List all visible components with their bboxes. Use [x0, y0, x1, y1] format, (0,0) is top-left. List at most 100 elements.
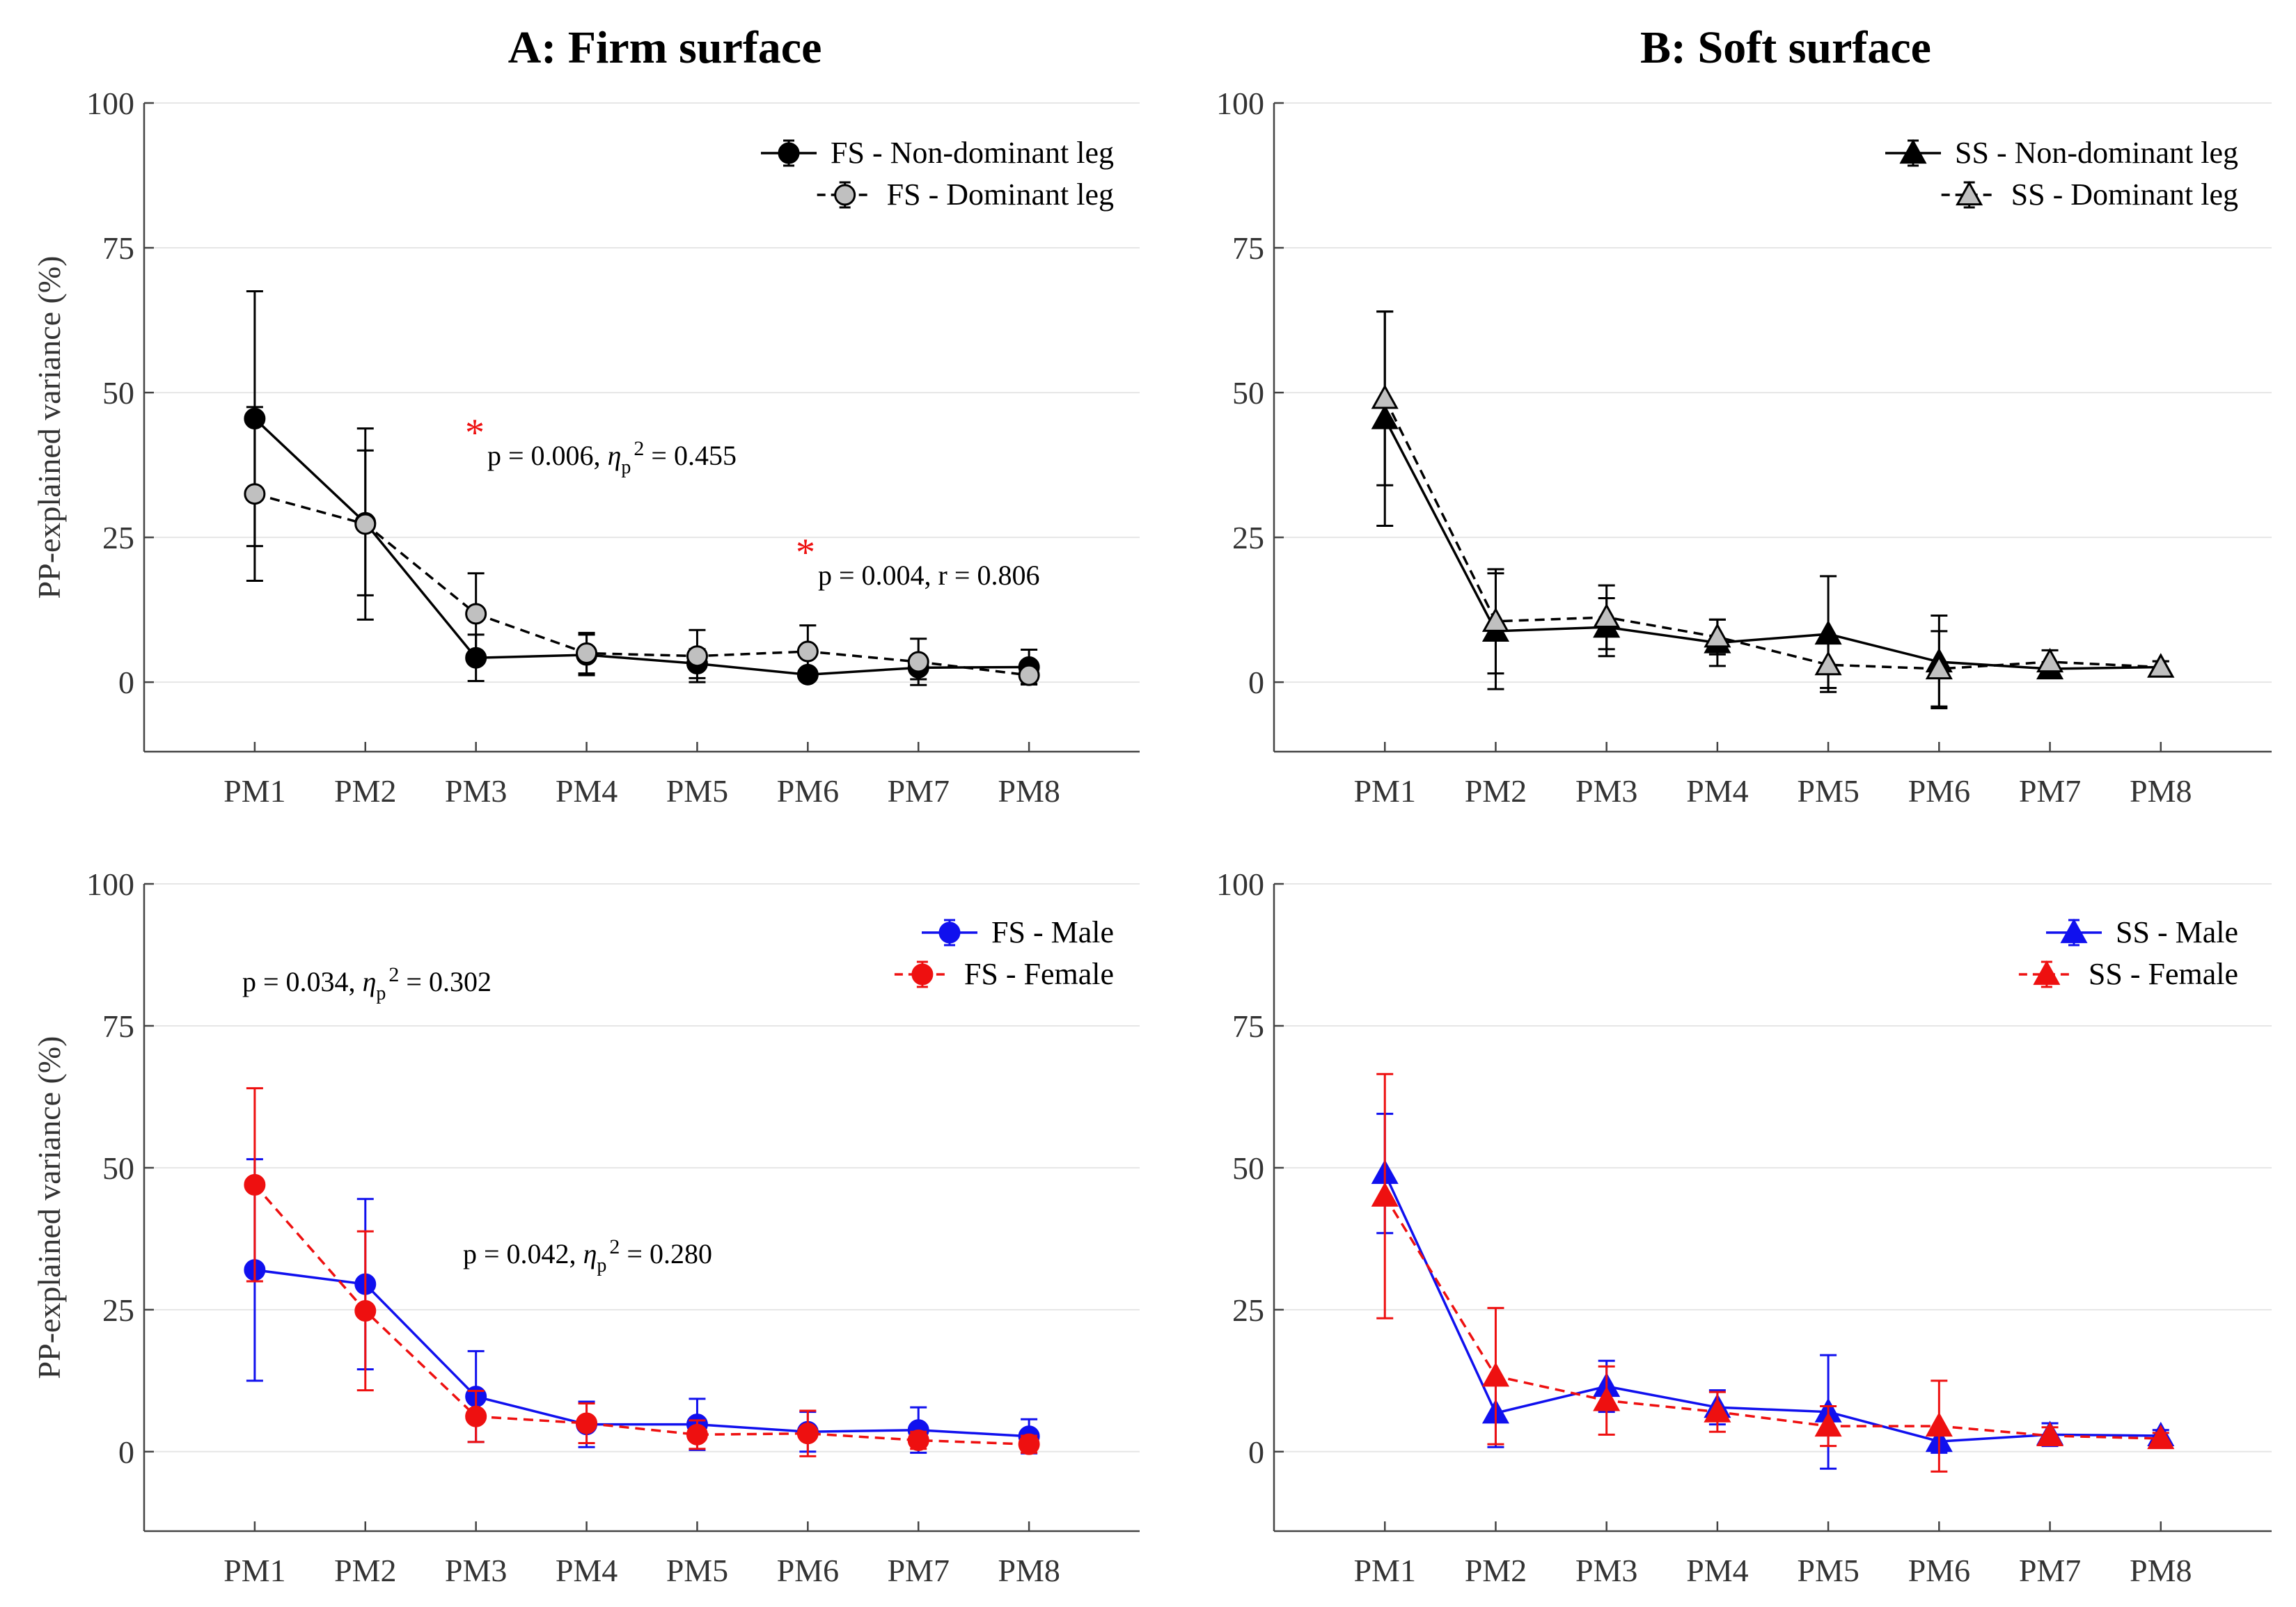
x-tick-label: PM3: [445, 1553, 507, 1588]
data-point: [1371, 384, 1399, 409]
x-tick-label: PM4: [556, 1553, 618, 1588]
series-SS - Non-dominant leg: [1371, 310, 2175, 710]
data-point: [1593, 1386, 1621, 1411]
significance-star: *: [796, 531, 815, 574]
legend-marker: [778, 142, 800, 164]
x-tick-label: PM6: [1908, 773, 1970, 809]
x-tick-label: PM2: [334, 1553, 396, 1588]
y-tick-label: 100: [1216, 86, 1264, 121]
x-tick-label: PM5: [666, 773, 728, 809]
data-point: [1371, 1182, 1399, 1207]
x-tick-label: PM7: [887, 773, 949, 809]
x-tick-label: PM4: [556, 773, 618, 809]
y-tick-label: 75: [1232, 230, 1264, 266]
series-SS - Male: [1371, 1112, 2175, 1470]
data-point: [796, 640, 819, 663]
data-point: [465, 1405, 487, 1427]
x-tick-label: PM7: [2019, 1553, 2081, 1588]
data-point: [2036, 647, 2064, 673]
x-tick-label: PM3: [1575, 1553, 1637, 1588]
y-tick-label: 100: [1216, 866, 1264, 902]
x-tick-label: PM6: [777, 773, 839, 809]
legend-label: FS - Non-dominant leg: [831, 136, 1114, 170]
x-tick-label: PM2: [334, 773, 396, 809]
y-tick-label: 0: [118, 665, 134, 700]
data-point: [244, 1173, 266, 1196]
x-tick-label: PM6: [1908, 1553, 1970, 1588]
y-tick-label: 25: [1232, 520, 1264, 555]
legend-label: SS - Female: [2089, 957, 2238, 991]
x-tick-label: PM4: [1686, 1553, 1748, 1588]
data-point: [686, 1423, 708, 1446]
y-tick-label: 75: [1232, 1008, 1264, 1044]
legend-label: FS - Dominant leg: [887, 177, 1114, 212]
panel-title: B: Soft surface: [1640, 22, 1931, 73]
legend-label: SS - Dominant leg: [2011, 177, 2238, 212]
x-tick-label: PM1: [1353, 773, 1415, 809]
data-point: [796, 1423, 819, 1445]
x-tick-label: PM6: [777, 1553, 839, 1588]
legend-marker: [2033, 960, 2061, 985]
data-point: [1481, 607, 1509, 632]
series-line: [1383, 1173, 2161, 1443]
data-point: [907, 1429, 929, 1451]
data-point: [1925, 654, 1953, 680]
x-tick-label: PM7: [2019, 773, 2081, 809]
panel-A-bottom: 0 25 50 75 100 PM1 PM2 PM3 PM4 PM5 PM6 PM7 PM8 PP-exp…: [31, 866, 1140, 1588]
series-line: [253, 1184, 1030, 1446]
y-tick-label: 100: [86, 866, 134, 902]
y-tick-label: 25: [1232, 1292, 1264, 1328]
series-FS - Dominant leg: [244, 406, 1040, 686]
data-point: [1814, 619, 1842, 645]
legend-marker: [1956, 180, 1983, 206]
legend-marker: [938, 921, 961, 944]
series-FS - Non-dominant leg: [244, 290, 1040, 686]
y-tick-label: 25: [102, 520, 134, 555]
data-point: [244, 483, 266, 505]
x-tick-label: PM2: [1465, 1553, 1527, 1588]
x-tick-label: PM1: [223, 1553, 285, 1588]
y-tick-label: 0: [118, 1434, 134, 1470]
series-SS - Dominant leg: [1371, 310, 2175, 708]
series-line: [254, 1269, 1030, 1438]
significance-star: *: [465, 411, 485, 454]
data-point: [1814, 1411, 1842, 1437]
legend-label: SS - Non-dominant leg: [1955, 136, 2238, 170]
legend-label: SS - Male: [2116, 915, 2238, 949]
data-point: [465, 603, 487, 625]
panel-B-bottom: 0 25 50 75 100 PM1 PM2 PM3 PM4 PM5 PM6 PM7 PM8 SS - M…: [1216, 866, 2272, 1588]
data-point: [2147, 1424, 2175, 1450]
y-tick-label: 50: [1232, 375, 1264, 411]
stat-annotation: p = 0.006, ηp2 = 0.455: [487, 437, 737, 478]
x-tick-label: PM3: [445, 773, 507, 809]
y-tick-label: 0: [1248, 1434, 1264, 1470]
series-line: [1383, 397, 2161, 670]
x-tick-label: PM8: [2130, 1553, 2192, 1588]
series-line: [253, 418, 1030, 676]
x-tick-label: PM8: [998, 773, 1060, 809]
y-tick-label: 75: [102, 1008, 134, 1044]
data-point: [2147, 653, 2175, 678]
panel-title: A: Firm surface: [508, 22, 822, 73]
legend-label: FS - Female: [964, 957, 1114, 991]
y-axis-label: PP-explained variance (%): [31, 255, 67, 599]
y-tick-label: 25: [102, 1292, 134, 1328]
panel-A-top: A: Firm surface 0 25 50 75 100 PM1 PM2 PM3 PM4 PM5…: [31, 22, 1140, 809]
x-tick-label: PM8: [2130, 773, 2192, 809]
series-FS - Female: [244, 1087, 1040, 1457]
x-tick-label: PM8: [998, 1553, 1060, 1588]
legend-label: FS - Male: [991, 915, 1114, 949]
y-tick-label: 50: [102, 1150, 134, 1186]
data-point: [907, 651, 929, 673]
data-point: [1704, 623, 1731, 648]
data-point: [1704, 1398, 1731, 1423]
stat-annotation: p = 0.034, ηp2 = 0.302: [242, 963, 492, 1004]
x-tick-label: PM3: [1575, 773, 1637, 809]
y-tick-label: 100: [86, 86, 134, 121]
series-line: [1383, 418, 2161, 670]
data-point: [1593, 603, 1621, 628]
legend-marker: [834, 184, 856, 206]
data-point: [576, 1412, 598, 1434]
data-point: [576, 642, 598, 665]
